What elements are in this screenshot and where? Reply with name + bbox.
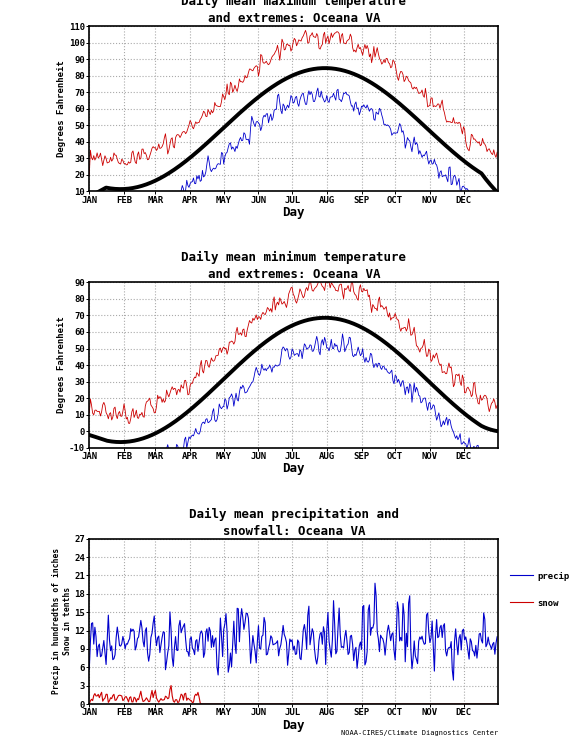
Title: Daily mean precipitation and
snowfall: Oceana VA: Daily mean precipitation and snowfall: O… [189,507,399,537]
Y-axis label: Precip in hundredths of inches
Snow in tenths: Precip in hundredths of inches Snow in t… [52,548,71,694]
X-axis label: Day: Day [282,463,305,475]
Title: Daily mean minimum temperature
and extremes: Oceana VA: Daily mean minimum temperature and extre… [181,251,406,281]
X-axis label: Day: Day [282,719,305,732]
Title: Daily mean maximum temperature
and extremes: Oceana VA: Daily mean maximum temperature and extre… [181,0,406,25]
Text: NOAA-CIRES/Climate Diagnostics Center: NOAA-CIRES/Climate Diagnostics Center [341,730,498,736]
Legend: precip, snow: precip, snow [507,568,573,611]
Y-axis label: Degrees Fahrenheit: Degrees Fahrenheit [57,60,66,157]
X-axis label: Day: Day [282,206,305,219]
Y-axis label: Degrees Fahrenheit: Degrees Fahrenheit [57,317,66,413]
